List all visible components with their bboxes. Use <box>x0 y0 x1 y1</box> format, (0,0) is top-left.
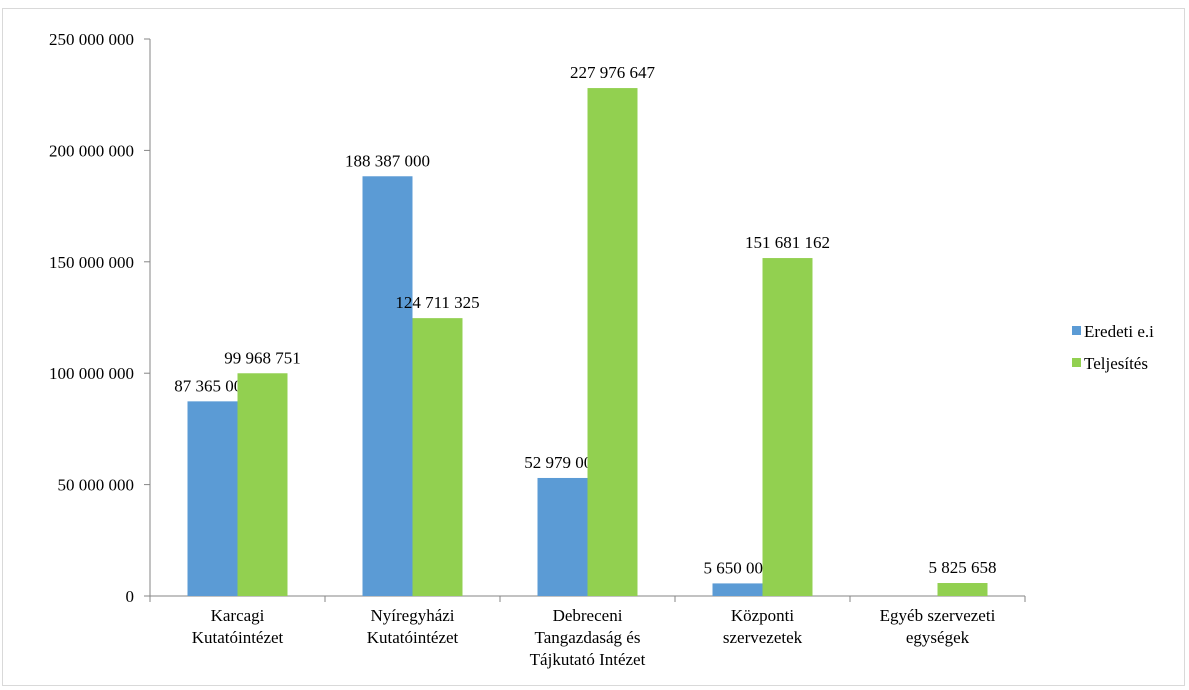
legend-label: Eredeti e.i <box>1084 322 1154 341</box>
bar <box>762 258 813 596</box>
x-category-label: Egyéb szervezeti <box>880 606 996 625</box>
bar <box>412 318 463 596</box>
x-category-label: Tangazdaság és <box>535 628 641 647</box>
bar <box>937 583 988 596</box>
y-tick-label: 150 000 000 <box>49 253 134 272</box>
x-category-label: Nyíregyházi <box>370 606 454 625</box>
bar <box>712 583 763 596</box>
y-tick-label: 100 000 000 <box>49 364 134 383</box>
x-category-label: szervezetek <box>723 628 803 647</box>
x-category-label: Tájkutató Intézet <box>530 650 646 669</box>
data-label: 5 825 658 <box>929 558 997 577</box>
bar <box>362 176 413 597</box>
y-tick-label: 200 000 000 <box>49 141 134 160</box>
data-label: 99 968 751 <box>224 348 301 367</box>
data-label: 151 681 162 <box>745 233 830 252</box>
bar <box>537 477 588 596</box>
data-label: 87 365 000 <box>174 376 251 395</box>
x-category-label: egységek <box>906 628 970 647</box>
bar <box>187 401 238 596</box>
data-label: 52 979 000 <box>524 453 601 472</box>
x-category-label: Kutatóintézet <box>192 628 284 647</box>
data-label: 124 711 325 <box>395 293 479 312</box>
legend-swatch <box>1072 358 1081 367</box>
y-tick-label: 250 000 000 <box>49 30 134 49</box>
legend-swatch <box>1072 326 1081 335</box>
data-label: 5 650 000 <box>704 558 772 577</box>
bar <box>587 88 638 597</box>
x-category-label: Központi <box>731 606 795 625</box>
x-category-label: Karcagi <box>211 606 265 625</box>
data-label: 188 387 000 <box>345 151 430 170</box>
data-label: 227 976 647 <box>570 63 656 82</box>
bar <box>237 373 288 596</box>
y-tick-label: 50 000 000 <box>58 476 135 495</box>
x-category-label: Debreceni <box>553 606 623 625</box>
x-category-label: Kutatóintézet <box>367 628 459 647</box>
y-tick-label: 0 <box>126 587 135 606</box>
legend-label: Teljesítés <box>1084 354 1148 373</box>
